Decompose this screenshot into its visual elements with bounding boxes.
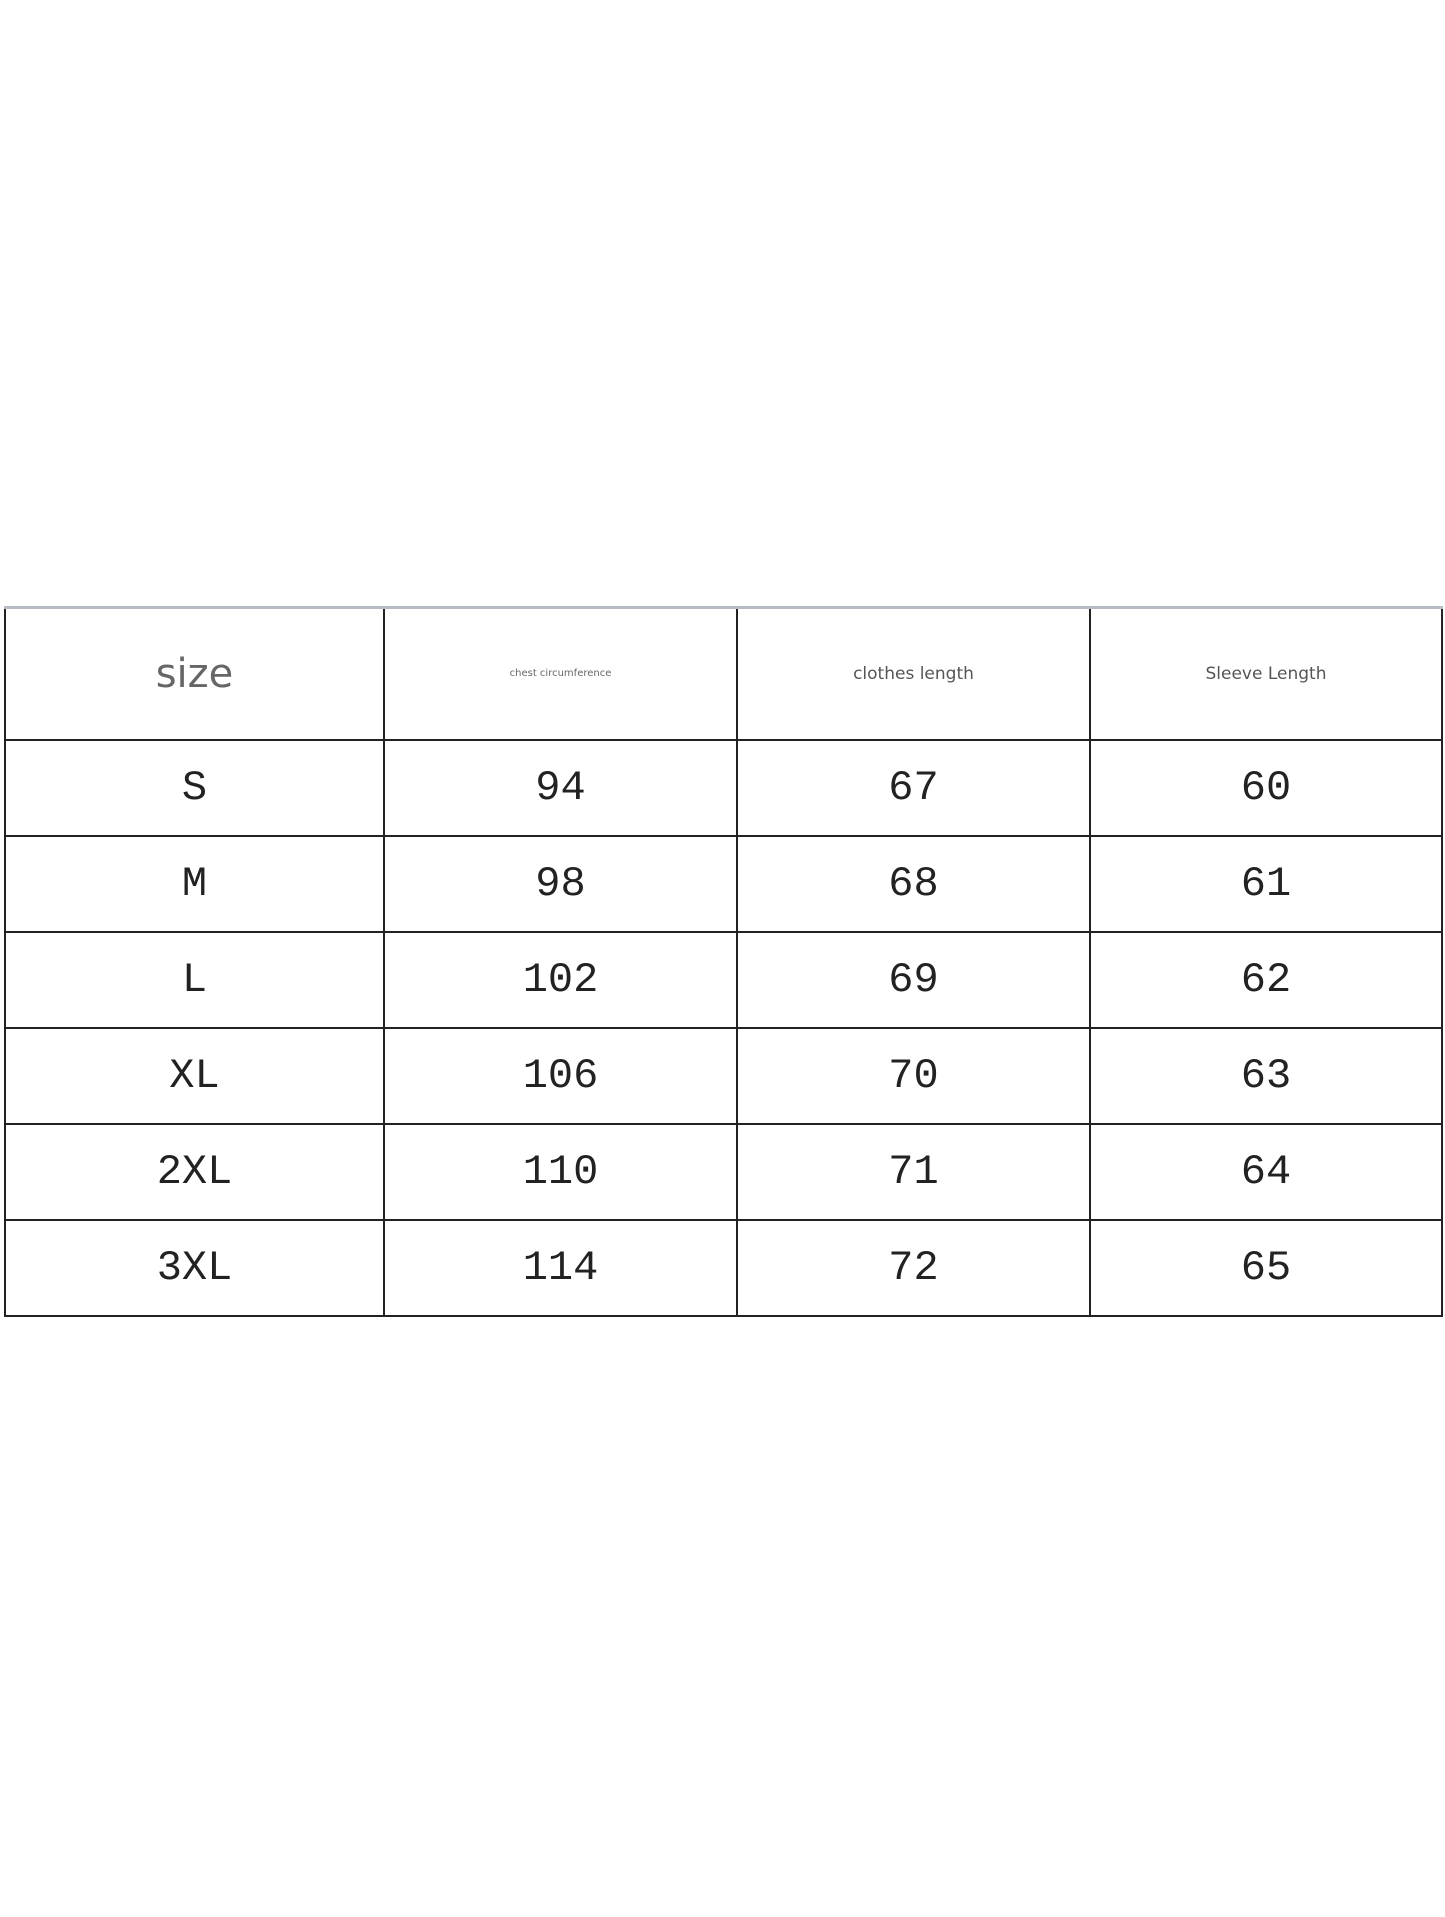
chest-cell: 94: [383, 738, 738, 837]
size-cell: S: [4, 738, 385, 837]
sleeve-length-cell: 65: [1089, 1218, 1443, 1317]
size-chart-table: size chest circumference clothes length …: [4, 606, 1443, 1317]
table-row: M 98 68 61: [4, 834, 1443, 933]
header-sleeve-length: Sleeve Length: [1089, 606, 1443, 741]
size-cell: 2XL: [4, 1122, 385, 1221]
table-row: S 94 67 60: [4, 738, 1443, 837]
sleeve-length-cell: 64: [1089, 1122, 1443, 1221]
table-row: 3XL 114 72 65: [4, 1218, 1443, 1317]
header-row: size chest circumference clothes length …: [4, 606, 1443, 741]
clothes-length-cell: 68: [736, 834, 1091, 933]
table-row: 2XL 110 71 64: [4, 1122, 1443, 1221]
header-size: size: [4, 606, 385, 741]
sleeve-length-cell: 61: [1089, 834, 1443, 933]
header-chest: chest circumference: [383, 606, 738, 741]
sleeve-length-cell: 63: [1089, 1026, 1443, 1125]
clothes-length-cell: 69: [736, 930, 1091, 1029]
chest-cell: 102: [383, 930, 738, 1029]
size-cell: XL: [4, 1026, 385, 1125]
chest-cell: 110: [383, 1122, 738, 1221]
chest-cell: 114: [383, 1218, 738, 1317]
sleeve-length-cell: 60: [1089, 738, 1443, 837]
clothes-length-cell: 67: [736, 738, 1091, 837]
chest-cell: 106: [383, 1026, 738, 1125]
sleeve-length-cell: 62: [1089, 930, 1443, 1029]
table-row: L 102 69 62: [4, 930, 1443, 1029]
clothes-length-cell: 72: [736, 1218, 1091, 1317]
header-clothes-length: clothes length: [736, 606, 1091, 741]
clothes-length-cell: 70: [736, 1026, 1091, 1125]
size-cell: L: [4, 930, 385, 1029]
size-cell: M: [4, 834, 385, 933]
table-row: XL 106 70 63: [4, 1026, 1443, 1125]
size-cell: 3XL: [4, 1218, 385, 1317]
chest-cell: 98: [383, 834, 738, 933]
clothes-length-cell: 71: [736, 1122, 1091, 1221]
